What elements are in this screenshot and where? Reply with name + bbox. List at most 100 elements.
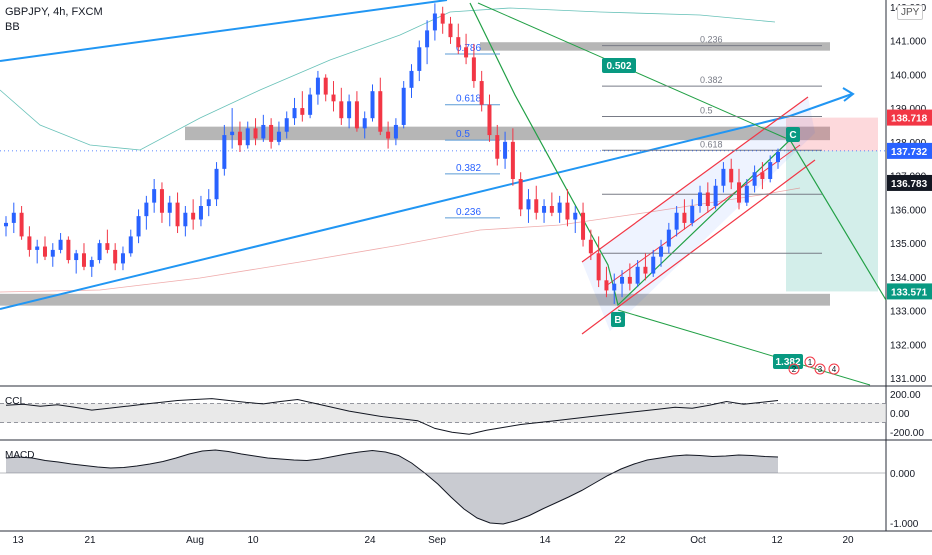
candle-body — [432, 13, 437, 31]
candle-body — [448, 23, 453, 38]
candle-body — [42, 246, 47, 257]
candle-body — [105, 243, 110, 250]
candle-body — [50, 249, 55, 257]
trendline-lower — [0, 115, 791, 310]
candle-body — [136, 216, 141, 237]
candle-body — [565, 202, 570, 220]
wave-count-circle — [814, 363, 826, 375]
candle-body — [401, 87, 406, 125]
pattern-label: C — [789, 130, 796, 141]
candle-body — [503, 141, 508, 159]
candle-body — [542, 206, 547, 213]
trendline-upper — [0, 0, 448, 62]
candle-body — [698, 192, 703, 207]
cci-line — [5, 398, 779, 435]
x-tick-label: 12 — [771, 535, 783, 546]
candle-body — [620, 276, 625, 284]
price-tag-box — [887, 283, 932, 300]
candle-body — [66, 239, 71, 261]
candle-body — [760, 172, 765, 179]
y-tick-label: 139.000 — [890, 104, 927, 115]
candle-body — [370, 91, 375, 119]
candle-body — [393, 124, 398, 139]
candle-body — [339, 101, 344, 119]
candle-body — [752, 172, 757, 186]
candle-body — [58, 239, 63, 250]
candle-body — [35, 246, 40, 250]
candle-body — [315, 77, 320, 95]
candle-body — [596, 253, 601, 281]
candle-body — [191, 212, 196, 220]
x-tick-label: 21 — [84, 535, 96, 546]
candle-body — [456, 37, 461, 48]
candle-body — [331, 94, 336, 102]
candle-body — [120, 253, 125, 264]
candle-body — [81, 253, 86, 267]
candle-body — [604, 280, 609, 291]
price-tag-label: 137.732 — [891, 147, 928, 158]
candle-body — [510, 141, 515, 179]
y-tick-label: 135.000 — [890, 239, 927, 250]
candle-body — [581, 212, 586, 240]
wave-count-circle — [828, 363, 840, 375]
candle-body — [705, 192, 710, 207]
arrow-head — [842, 87, 855, 102]
candle-body — [464, 47, 469, 58]
candle-body — [237, 131, 242, 146]
candle-body — [721, 168, 726, 186]
candle-body — [487, 104, 492, 136]
candle-body — [269, 124, 274, 142]
candle-body — [11, 212, 16, 223]
candle-body — [300, 108, 305, 115]
y-tick-label: 131.000 — [890, 374, 927, 385]
candle-body — [659, 246, 664, 257]
candle-body — [674, 212, 679, 230]
y-tick-label: 140.000 — [890, 70, 927, 81]
trendline-arrow — [789, 93, 853, 117]
candle-body — [159, 189, 164, 213]
x-tick-label: Oct — [690, 535, 706, 546]
wave-count: 1 — [808, 358, 813, 367]
candle-body — [776, 151, 780, 163]
macd-tick-label: 0.000 — [890, 469, 915, 480]
cci-tick-label: 0.00 — [890, 409, 910, 420]
wave-count: 3 — [818, 365, 823, 374]
wave-line — [617, 309, 871, 386]
target-zone — [786, 150, 878, 292]
macd-line — [5, 449, 779, 525]
candle-body — [573, 212, 578, 220]
candle-body — [292, 108, 297, 119]
fib-label: 0.236 — [456, 207, 481, 218]
candle-body — [4, 222, 8, 227]
pattern-label-box — [602, 58, 636, 73]
candle-body — [417, 47, 422, 71]
candle-body — [479, 81, 484, 105]
cci-band — [0, 403, 886, 423]
price-tag-label: 133.571 — [891, 287, 928, 298]
channel-bottom — [581, 159, 816, 335]
y-tick-label: 132.000 — [890, 340, 927, 351]
y-tick-label: 133.000 — [890, 307, 927, 318]
macd-tick-label: -1.000 — [890, 519, 919, 530]
zone-band — [185, 126, 830, 141]
macd-title: MACD — [5, 450, 34, 461]
candle-body — [128, 236, 133, 254]
candle-body — [245, 128, 250, 146]
candle-body — [362, 118, 367, 129]
price-tag-label: 136.783 — [891, 179, 928, 190]
candle-body — [152, 189, 157, 203]
pattern-label-box — [773, 354, 803, 369]
candle-body — [666, 229, 671, 247]
pattern-label: 1.382 — [775, 357, 800, 368]
currency-badge[interactable]: JPY — [897, 5, 924, 20]
channel-top — [581, 96, 809, 263]
bb-upper — [0, 7, 776, 151]
candle-body — [214, 168, 219, 200]
candle-body — [635, 266, 640, 284]
candle-body — [206, 199, 211, 207]
candle-body — [198, 206, 203, 220]
fib-label-right: 0.236 — [700, 35, 723, 45]
fib-label: 0.5 — [456, 129, 470, 140]
price-tag-box — [887, 174, 932, 191]
